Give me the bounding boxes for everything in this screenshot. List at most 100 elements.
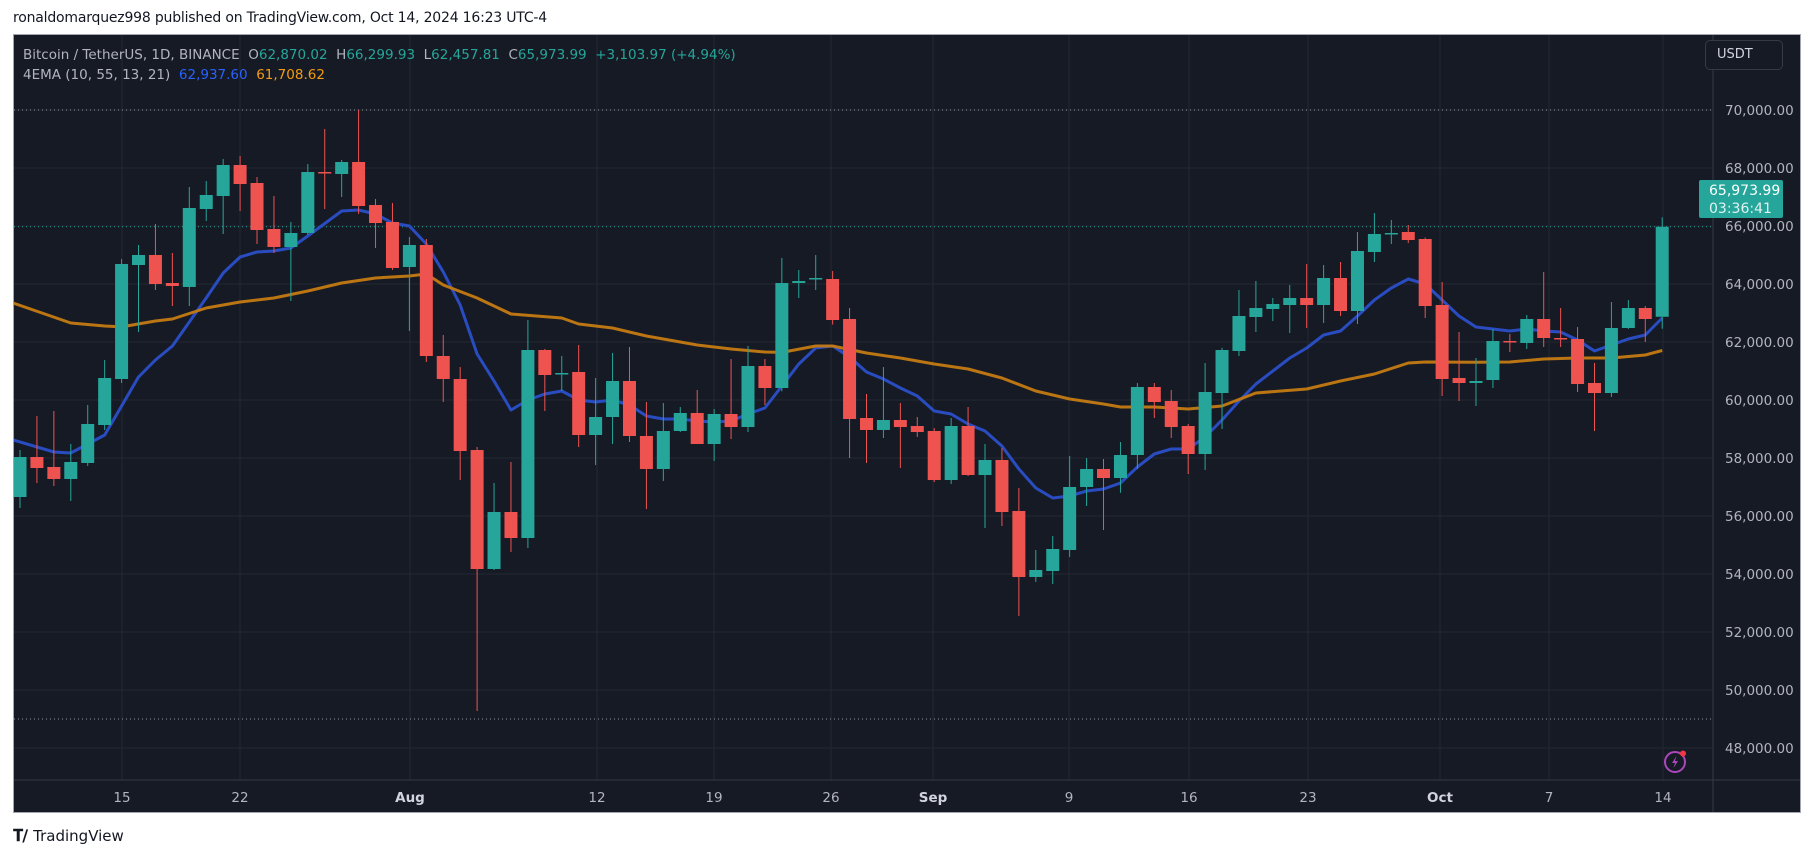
candle-body[interactable] [1080,468,1094,487]
lightning-alert-icon[interactable] [1663,749,1687,773]
candle-body[interactable] [1029,569,1043,577]
candle-body[interactable] [876,420,890,430]
candle-body[interactable] [250,182,264,231]
candle-body[interactable] [115,263,129,380]
candle-body[interactable] [775,283,789,388]
candle-body[interactable] [1655,226,1669,317]
candle-body[interactable] [758,366,772,388]
candle-body[interactable] [1130,387,1144,456]
candle-body[interactable] [1503,341,1517,343]
candle-body[interactable] [199,194,213,210]
candle-body[interactable] [470,449,484,570]
candle-body[interactable] [81,424,95,463]
candle-body[interactable] [402,244,416,268]
candle-body[interactable] [639,435,653,469]
candle-body[interactable] [521,350,535,539]
candle-body[interactable] [1012,511,1026,577]
candle-body[interactable] [419,244,433,357]
candle-body[interactable] [165,283,179,287]
candle-body[interactable] [1300,298,1314,305]
candle-body[interactable] [1350,250,1364,311]
candle-body[interactable] [267,228,281,247]
candle-body[interactable] [148,255,162,284]
candle-body[interactable] [1638,308,1652,320]
candle-body[interactable] [1097,468,1111,479]
candle-body[interactable] [860,418,873,430]
candlestick-chart[interactable]: 70,000.00 68,000.00 66,000.00 64,000.00 62,0… [14,35,1800,812]
candle-body[interactable] [182,208,196,287]
candle-body[interactable] [1384,232,1398,235]
candle-body[interactable] [826,279,840,320]
candle-body[interactable] [724,414,738,427]
candle-body[interactable] [1452,377,1466,384]
candle-body[interactable] [1435,304,1449,380]
candle-body[interactable] [707,414,721,444]
symbol-title[interactable]: Bitcoin / TetherUS, 1D, BINANCE [23,47,240,63]
chart-panel[interactable]: 70,000.00 68,000.00 66,000.00 64,000.00 62,0… [13,34,1801,813]
candle-body[interactable] [1486,341,1500,380]
candle-body[interactable] [1113,455,1127,479]
candle-body[interactable] [910,426,924,432]
candle-body[interactable] [132,255,146,266]
candle-body[interactable] [385,221,399,268]
candle-body[interactable] [453,379,467,452]
candle-body[interactable] [572,371,586,436]
candle-body[interactable] [14,457,27,498]
candle-body[interactable] [301,172,315,233]
candle-body[interactable] [741,366,755,427]
candle-body[interactable] [893,420,907,427]
indicator-title[interactable]: 4EMA (10, 55, 13, 21) [23,67,171,83]
candle-body[interactable] [622,381,636,436]
candle-body[interactable] [1469,381,1483,384]
candle-body[interactable] [944,426,958,481]
candle-body[interactable] [47,466,61,479]
candle-body[interactable] [352,161,366,206]
candle-body[interactable] [1215,350,1229,394]
candle-body[interactable] [1317,277,1331,305]
candle-body[interactable] [961,426,975,475]
candle-body[interactable] [1198,391,1212,454]
candle-body[interactable] [1571,339,1585,384]
candle-body[interactable] [1046,549,1060,572]
candle-body[interactable] [1283,298,1297,305]
candle-body[interactable] [1164,400,1178,427]
candle-body[interactable] [1604,327,1618,394]
candle-body[interactable] [1181,426,1195,454]
candle-body[interactable] [1367,234,1381,253]
candle-body[interactable] [1587,383,1601,394]
candle-body[interactable] [792,281,806,284]
candle-body[interactable] [1621,308,1635,328]
candle-body[interactable] [843,319,857,419]
candle-body[interactable] [1537,319,1551,338]
candle-body[interactable] [690,412,704,444]
candle-body[interactable] [30,457,44,469]
candle-body[interactable] [978,460,992,475]
candle-body[interactable] [233,165,247,185]
currency-button[interactable]: USDT [1705,40,1783,70]
candle-body[interactable] [927,431,941,481]
candle-body[interactable] [284,232,298,247]
candle-body[interactable] [656,431,670,469]
candle-body[interactable] [538,350,552,376]
candle-body[interactable] [1249,308,1263,318]
candle-body[interactable] [809,277,823,280]
candle-body[interactable] [606,381,620,417]
candle-body[interactable] [504,511,518,539]
candle-body[interactable] [216,165,230,197]
candle-body[interactable] [1147,387,1161,403]
candle-body[interactable] [64,462,78,479]
candle-body[interactable] [1232,315,1246,351]
candle-body[interactable] [1334,277,1348,311]
candle-body[interactable] [1063,487,1077,550]
candle-body[interactable] [1418,238,1432,307]
candle-body[interactable] [589,416,603,436]
candle-body[interactable] [1520,319,1534,343]
candle-body[interactable] [436,356,450,380]
candle-body[interactable] [1266,304,1280,309]
candle-body[interactable] [335,161,349,175]
candle-body[interactable] [1401,232,1415,241]
candle-body[interactable] [487,511,501,570]
candle-body[interactable] [98,377,112,425]
candle-body[interactable] [673,412,687,432]
candle-body[interactable] [555,373,569,375]
